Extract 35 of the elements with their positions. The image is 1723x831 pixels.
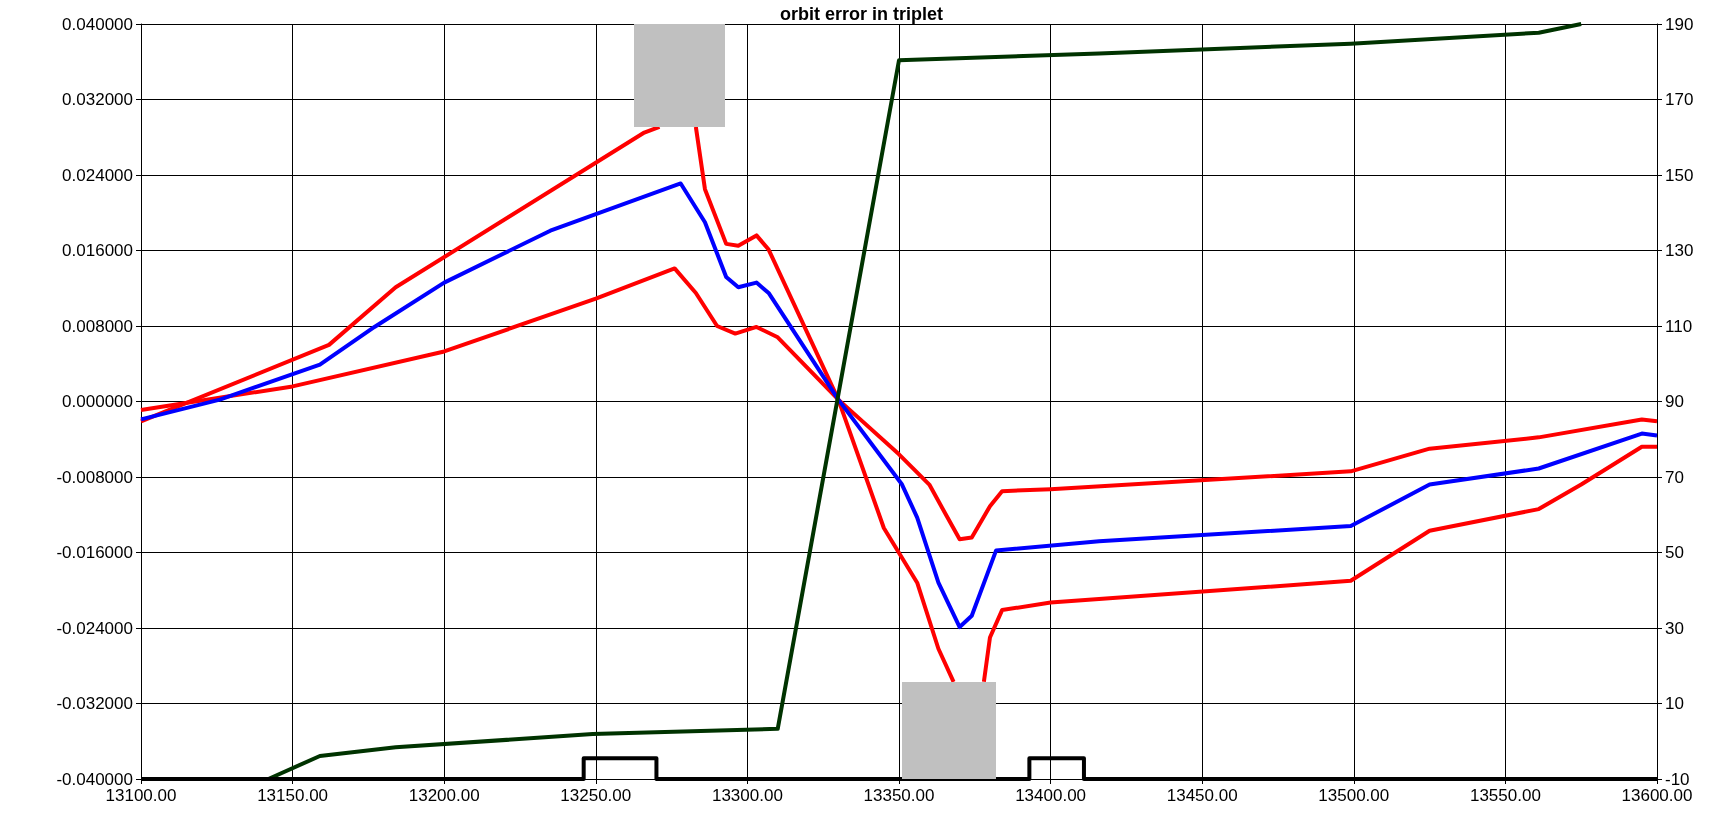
y2-tick-label: -10 [1665, 769, 1690, 789]
x-tick-label: 13250.00 [560, 786, 632, 805]
x-tick-label: 13400.00 [1015, 786, 1087, 805]
y-tick-label: 0.024000 [62, 165, 133, 185]
line-series [139, 181, 1659, 630]
x-tick-label: 13150.00 [257, 786, 329, 805]
chart-title: orbit error in triplet [779, 4, 944, 24]
x-tick-label: 13450.00 [1166, 786, 1238, 805]
y2-tick-label: 150 [1665, 165, 1694, 185]
y2-tick-label: 190 [1665, 14, 1694, 34]
y2-tick-label: 90 [1665, 392, 1684, 411]
y2-tick-label: 70 [1665, 467, 1684, 487]
y-tick-label: -0.040000 [56, 769, 133, 789]
x-tick-label: 13200.00 [408, 786, 480, 805]
y2-tick-label: 110 [1665, 316, 1693, 336]
y-tick-label: 0.032000 [62, 90, 133, 109]
x-tick-label: 13100.00 [105, 786, 177, 805]
y-tick-label: -0.032000 [56, 694, 133, 713]
y-tick-label: 0.016000 [62, 241, 133, 260]
x-tick-label: 13350.00 [863, 786, 935, 805]
y2-tick-label: 10 [1665, 694, 1684, 713]
x-tick-label: 13600.00 [1621, 786, 1693, 805]
y-tick-label: 0.000000 [62, 392, 133, 411]
y2-tick-label: 50 [1665, 543, 1684, 562]
y2-tick-label: 30 [1665, 618, 1684, 638]
x-tick-label: 13550.00 [1469, 786, 1541, 805]
y2-tick-label: 170 [1665, 90, 1694, 109]
y-tick-label: 0.040000 [62, 14, 133, 34]
y-tick-label: -0.024000 [56, 618, 133, 638]
x-tick-label: 13300.00 [711, 786, 783, 805]
x-tick-label: 13500.00 [1318, 786, 1390, 805]
y-tick-label: -0.016000 [56, 543, 133, 562]
y2-tick-label: 130 [1665, 241, 1694, 260]
y-tick-label: 0.008000 [62, 316, 133, 336]
y-tick-label: -0.008000 [56, 467, 133, 487]
